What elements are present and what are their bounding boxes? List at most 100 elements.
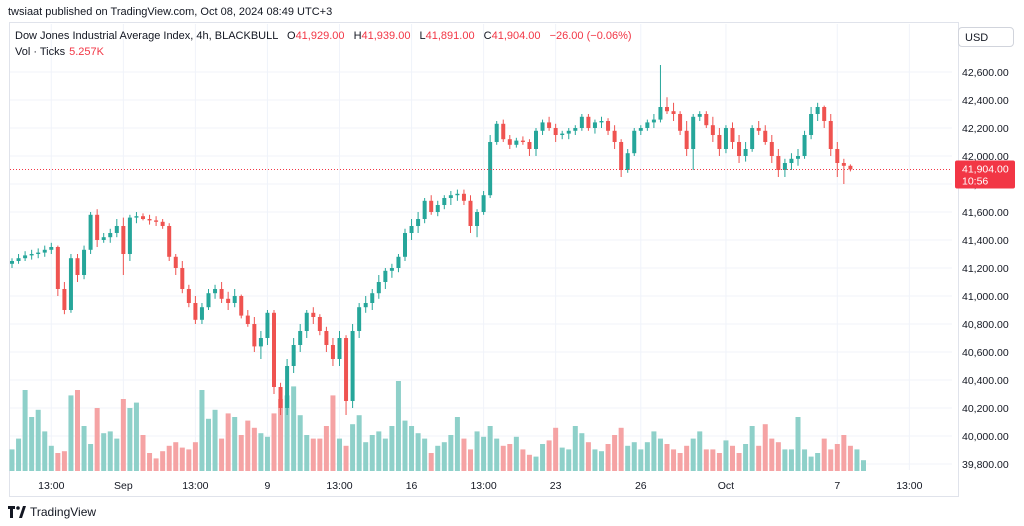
volume-bar: [75, 390, 80, 471]
volume-bar: [350, 424, 356, 471]
volume-bar: [795, 417, 801, 471]
volume-bar: [448, 435, 454, 471]
volume-bar: [107, 431, 113, 471]
candle-body: [717, 135, 722, 149]
candle-body: [566, 130, 571, 134]
candle-body: [782, 163, 787, 170]
volume-bar: [513, 436, 519, 471]
candle-body: [461, 193, 466, 201]
volume-bar: [153, 458, 159, 471]
tradingview-logo-text: TradingView: [30, 505, 97, 519]
volume-bar: [520, 449, 526, 471]
volume-bar: [599, 451, 604, 471]
candle-body: [802, 135, 807, 156]
volume-bar: [409, 426, 415, 471]
volume-bar: [743, 444, 749, 471]
candle-body: [697, 114, 702, 117]
volume-bar: [847, 445, 853, 471]
volume-bar: [684, 445, 690, 471]
change-value: −26.00 (−0.06%): [549, 30, 632, 42]
candle-body: [114, 226, 119, 233]
volume-bar: [127, 408, 133, 471]
candle-body: [750, 128, 755, 149]
y-tick-label: 40,600.00: [962, 347, 1009, 359]
candle-body: [737, 142, 742, 156]
volume-bar: [716, 453, 722, 471]
volume-bar: [238, 435, 244, 471]
volume-bar: [382, 438, 388, 471]
candle-body: [776, 156, 781, 170]
candle-body: [573, 128, 578, 131]
volume-bar: [88, 444, 94, 471]
candle-body: [763, 130, 768, 142]
y-tick-label: 40,000.00: [962, 431, 1009, 443]
candle-body: [330, 345, 335, 359]
candle-body: [579, 116, 584, 128]
volume-bar: [782, 449, 788, 471]
candle-body: [632, 130, 637, 154]
candle-body: [507, 139, 512, 145]
candle-body: [29, 254, 34, 256]
volume-bar: [546, 440, 552, 471]
volume-bar: [612, 435, 618, 471]
candle-body: [213, 289, 218, 294]
volume-bar: [22, 390, 28, 471]
volume-bar: [323, 426, 329, 471]
candle-body: [363, 303, 368, 308]
chart-frame: [9, 22, 959, 497]
candle-body: [560, 133, 565, 135]
candle-body: [75, 258, 80, 275]
volume-bar: [710, 449, 716, 471]
volume-label: Vol · Ticks: [15, 46, 66, 58]
candle-body: [206, 293, 211, 308]
volume-bar: [657, 438, 663, 471]
candle-body: [835, 149, 840, 163]
volume-bar: [697, 431, 703, 471]
volume-bar: [232, 417, 238, 471]
candle-body: [514, 140, 519, 145]
volume-bar: [756, 445, 762, 471]
volume-bar: [48, 445, 54, 471]
candle-body: [691, 116, 696, 149]
candle-body: [422, 200, 427, 219]
volume-bar: [500, 445, 506, 471]
candle-body: [527, 142, 532, 149]
volume-bar: [147, 453, 153, 471]
candle-body: [684, 130, 689, 149]
volume-bar: [415, 433, 421, 471]
ohlc-legend: Dow Jones Industrial Average Index, 4h, …: [15, 30, 632, 42]
open-value: 41,929.00: [295, 30, 345, 42]
y-tick-label: 39,800.00: [962, 459, 1009, 471]
y-tick-label: 40,200.00: [962, 403, 1009, 415]
candle-body: [710, 125, 715, 135]
volume-bar: [363, 442, 369, 471]
volume-bar: [264, 436, 270, 471]
low-value: 41,891.00: [425, 30, 475, 42]
candle-body: [651, 119, 656, 123]
volume-bar: [160, 451, 166, 471]
candle-body: [828, 121, 833, 149]
currency-selector[interactable]: USD: [958, 27, 1014, 47]
candle-body: [481, 195, 486, 212]
candle-body: [49, 247, 54, 250]
candle-body: [16, 258, 21, 261]
candle-body: [809, 114, 814, 135]
candle-body: [815, 107, 820, 114]
tradingview-logo[interactable]: TradingView: [8, 505, 96, 519]
candle-body: [55, 247, 60, 289]
volume-bar: [9, 449, 15, 471]
volume-bar: [81, 426, 87, 471]
volume-bar: [343, 445, 349, 471]
volume-bar: [841, 435, 847, 471]
candle-body: [658, 107, 663, 120]
volume-bar: [441, 442, 447, 471]
candle-body: [389, 268, 394, 271]
x-tick-label: Sep: [114, 480, 133, 492]
y-tick-label: 41,000.00: [962, 291, 1009, 303]
volume-bar: [68, 395, 74, 471]
candle-body: [199, 307, 204, 320]
volume-bar: [474, 431, 480, 471]
volume-bar: [245, 420, 251, 471]
volume-bar: [533, 456, 539, 471]
